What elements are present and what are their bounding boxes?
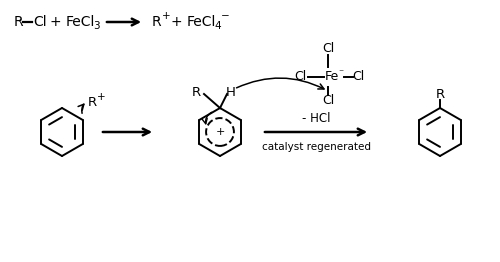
Text: FeCl: FeCl [66,15,96,29]
Text: +: + [49,15,61,29]
Text: R: R [88,96,97,108]
Text: 4: 4 [214,21,220,31]
Text: +: + [170,15,182,29]
Text: Cl: Cl [322,42,334,56]
Text: FeCl: FeCl [187,15,216,29]
Text: Cl: Cl [294,70,306,84]
Text: R: R [436,89,444,101]
Text: Cl: Cl [352,70,364,84]
Text: catalyst regenerated: catalyst regenerated [262,142,370,152]
Text: 3: 3 [93,21,100,31]
Text: Fe: Fe [325,70,339,84]
Text: Cl: Cl [33,15,46,29]
Text: +: + [162,11,170,21]
Text: R: R [152,15,162,29]
Text: −: − [221,11,230,21]
Text: Cl: Cl [322,95,334,107]
Text: - HCl: - HCl [302,112,330,124]
Text: +: + [97,92,106,102]
Text: H: H [226,85,236,99]
Text: ⁻: ⁻ [338,68,343,78]
Text: R: R [192,85,201,99]
Text: R: R [14,15,24,29]
Text: +: + [216,127,224,137]
